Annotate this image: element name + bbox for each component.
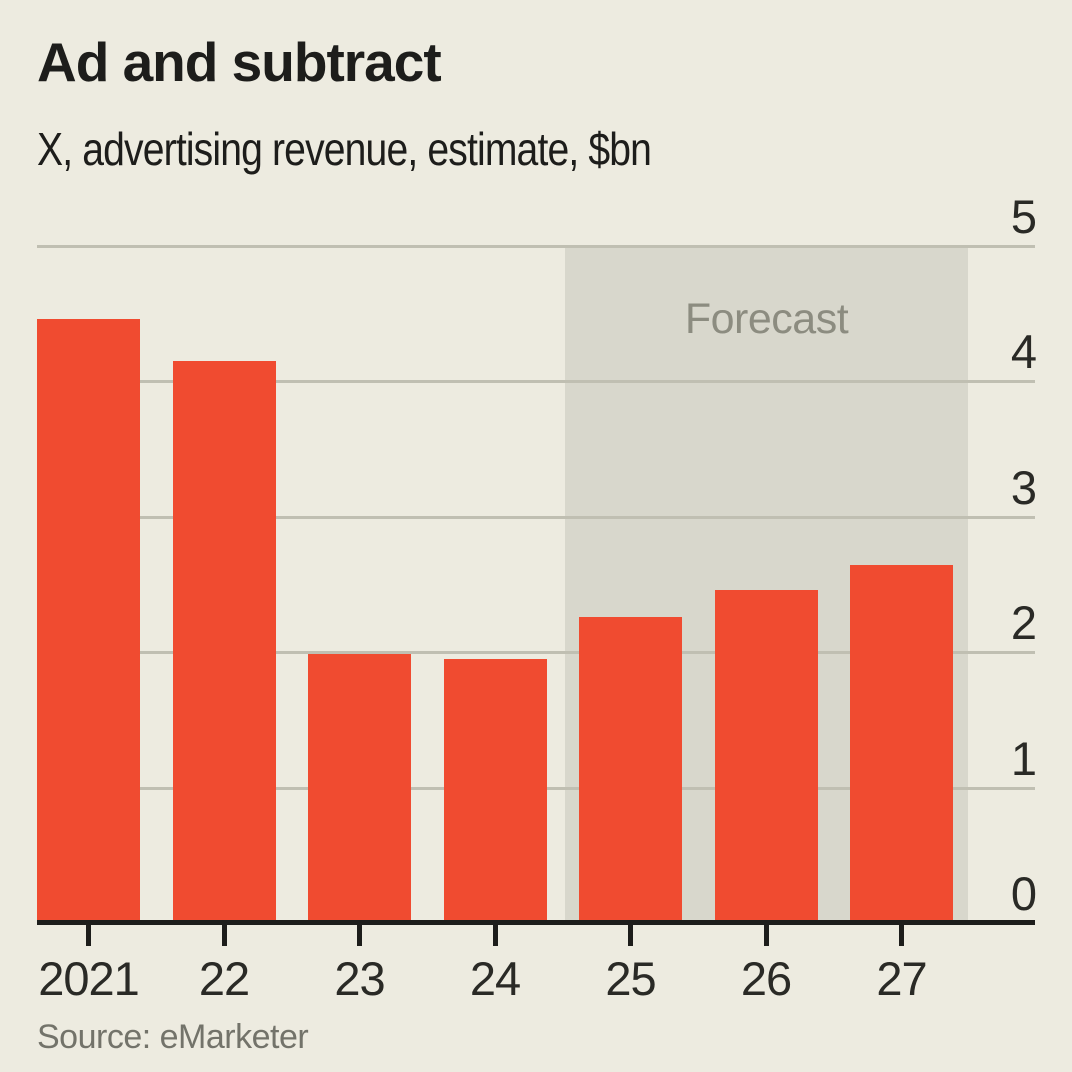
bar-22 [172, 361, 276, 922]
y-axis-label-5: 5 [1010, 190, 1037, 243]
y-axis-label-1: 1 [1010, 731, 1037, 785]
plot-area: Forecast 0 1 2 3 4 5 2021 22 23 24 25 26 27 [37, 192, 1037, 1005]
x-axis-line [37, 920, 1035, 925]
gridline-5 [37, 245, 1035, 248]
x-axis-tick-25 [628, 925, 633, 946]
x-axis-label-27: 27 [876, 952, 927, 1005]
y-axis-label-2: 2 [1010, 596, 1037, 650]
source-note: Source: eMarketer [37, 1018, 309, 1056]
bar-24 [443, 659, 547, 922]
x-axis-tick-23 [357, 925, 362, 946]
x-axis-tick-24 [492, 925, 498, 946]
x-axis-label-23: 23 [334, 952, 385, 1005]
x-axis-tick-27 [899, 925, 904, 946]
x-axis-label-22: 22 [198, 952, 250, 1005]
y-axis-label-4: 4 [1010, 325, 1037, 379]
y-axis-label-0: 0 [1010, 867, 1037, 920]
x-axis-label-25: 25 [605, 952, 656, 1005]
x-axis-label-2021: 2021 [38, 952, 140, 1005]
x-axis-tick-26 [763, 925, 769, 946]
gridline-4 [37, 380, 1035, 384]
bar-2021 [37, 319, 140, 922]
forecast-label: Forecast [684, 295, 849, 343]
bar-27 [850, 564, 953, 922]
gridline-3 [37, 515, 1035, 519]
x-axis-label-24: 24 [469, 952, 521, 1005]
x-axis-label-26: 26 [740, 952, 792, 1005]
bar-25 [579, 617, 682, 922]
x-axis-tick-22 [221, 925, 227, 946]
bar-26 [714, 590, 818, 922]
bar-23 [308, 653, 411, 922]
chart-subtitle: X, advertising revenue, estimate, $bn [37, 123, 652, 175]
x-axis-tick-2021 [86, 925, 91, 946]
gridline-2 [37, 651, 1035, 655]
chart-title: Ad and subtract [37, 31, 442, 93]
y-axis-label-3: 3 [1010, 460, 1037, 514]
